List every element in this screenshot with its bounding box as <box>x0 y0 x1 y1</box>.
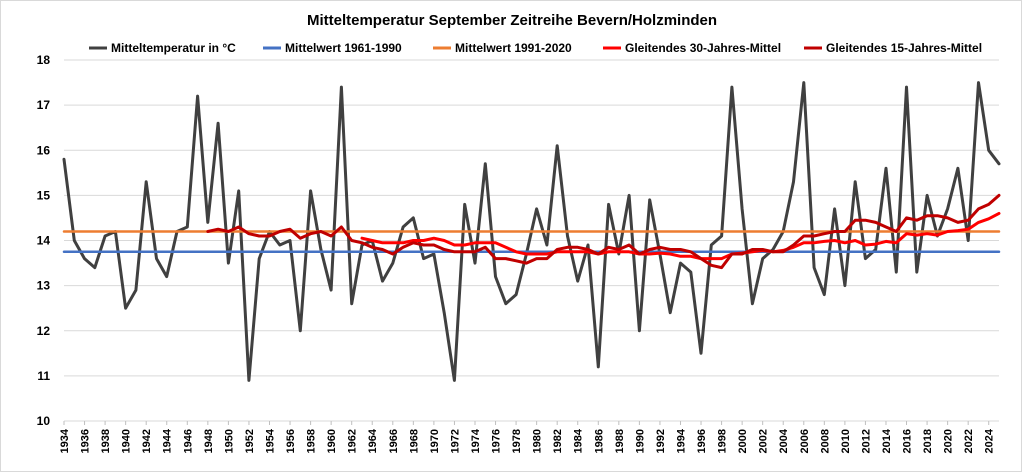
x-tick-label: 1960 <box>326 429 338 453</box>
y-tick-label: 15 <box>37 188 51 202</box>
series-line-5 <box>206 193 1001 270</box>
x-tick-label: 1940 <box>121 429 133 453</box>
legend: Mitteltemperatur in °C Mittelwert 1961-19… <box>89 41 982 55</box>
x-tick-label: 1954 <box>264 428 276 453</box>
series-line-4 <box>360 211 1001 261</box>
y-tick-label: 14 <box>37 234 51 248</box>
x-tick-label: 1966 <box>388 429 400 453</box>
x-tick-label: 1952 <box>244 429 256 453</box>
y-tick-label: 10 <box>37 414 51 428</box>
x-tick-label: 1946 <box>182 429 194 453</box>
x-tick-label: 1980 <box>532 429 544 453</box>
x-tick-label: 2004 <box>778 428 790 453</box>
x-tick-label: 2008 <box>819 429 831 453</box>
x-tick-label: 1998 <box>717 429 729 453</box>
x-tick-label: 1948 <box>203 429 215 453</box>
y-tick-label: 12 <box>37 324 51 338</box>
x-tick-label: 1958 <box>306 429 318 453</box>
x-tick-label: 1996 <box>696 429 708 453</box>
legend-label-2: Mittelwert 1961-1990 <box>285 41 402 55</box>
x-tick-label: 1978 <box>511 429 523 453</box>
legend-label-4: Gleitendes 30-Jahres-Mittel <box>625 41 781 55</box>
x-tick-label: 2010 <box>840 429 852 453</box>
x-tick-label: 1942 <box>141 429 153 453</box>
y-tick-label: 17 <box>37 98 51 112</box>
y-tick-label: 13 <box>37 279 51 293</box>
x-tick-label: 1972 <box>449 429 461 453</box>
x-tick-label: 2020 <box>943 429 955 453</box>
legend-label-5: Gleitendes 15-Jahres-Mittel <box>826 41 982 55</box>
y-tick-label: 16 <box>37 143 51 157</box>
x-tick-label: 2006 <box>799 429 811 453</box>
x-tick-label: 1962 <box>347 429 359 453</box>
x-tick-label: 2000 <box>737 429 749 453</box>
x-tick-label: 1994 <box>675 428 687 453</box>
y-tick-label: 11 <box>37 369 50 383</box>
x-tick-label: 1982 <box>552 429 564 453</box>
x-tick-label: 1988 <box>614 429 626 453</box>
x-tick-label: 2018 <box>922 429 934 453</box>
x-tick-label: 1938 <box>100 429 112 453</box>
x-tick-label: 1936 <box>80 429 92 453</box>
series-lines <box>62 81 1001 382</box>
x-tick-label: 1968 <box>408 429 420 453</box>
y-tick-label: 18 <box>37 53 51 67</box>
x-tick-label: 1984 <box>573 428 585 453</box>
x-tick-label: 1970 <box>429 429 441 453</box>
x-tick-label: 1976 <box>491 429 503 453</box>
x-tick-label: 1964 <box>367 428 379 453</box>
x-tick-label: 2016 <box>902 429 914 453</box>
x-tick-label: 2002 <box>758 429 770 453</box>
x-tick-label: 1990 <box>634 429 646 453</box>
x-tick-label: 1986 <box>593 429 605 453</box>
legend-label-1: Mitteltemperatur in °C <box>111 41 236 55</box>
x-tick-label: 1974 <box>470 428 482 453</box>
x-tick-label: 2024 <box>984 428 996 453</box>
x-axis-ticks: 1934 1936 1938 1940 1942 1944 1946 1948 1950 1952… <box>59 421 996 453</box>
chart-title: Mitteltemperatur September Zeitreihe Bev… <box>307 12 717 29</box>
x-tick-label: 1950 <box>223 429 235 453</box>
x-tick-label: 1934 <box>59 428 71 453</box>
x-tick-label: 1992 <box>655 429 667 453</box>
x-tick-label: 1944 <box>162 428 174 453</box>
legend-label-3: Mittelwert 1991-2020 <box>455 41 572 55</box>
y-axis-ticks: 10 11 12 13 14 15 16 17 18 <box>37 53 51 428</box>
x-tick-label: 2014 <box>881 428 893 453</box>
x-tick-label: 1956 <box>285 429 297 453</box>
x-tick-label: 2022 <box>963 429 975 453</box>
x-tick-label: 2012 <box>860 429 872 453</box>
